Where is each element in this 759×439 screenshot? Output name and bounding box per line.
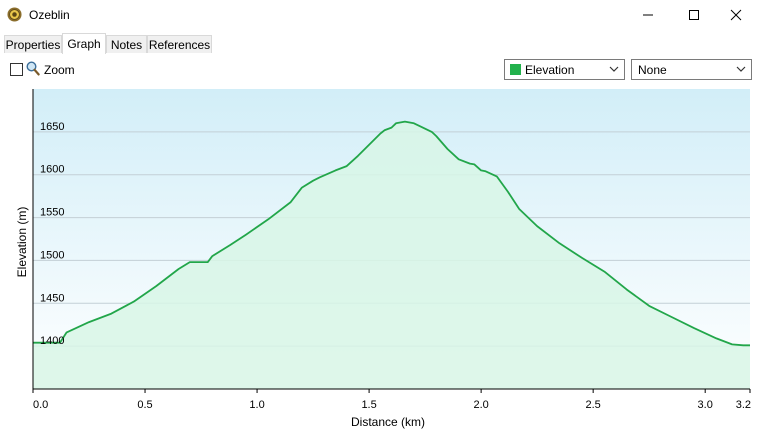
elevation-chart: 1400 1450 1500 1550 1600 1650 0.0 0.5 1.0 1.5 2.0… — [15, 89, 751, 429]
elevation-line — [33, 120, 750, 347]
y-tick-label: 1600 — [40, 164, 64, 176]
tab-graph[interactable]: Graph — [62, 33, 106, 54]
minimize-icon — [643, 14, 653, 16]
tab-strip: Properties Graph Notes References — [0, 33, 759, 55]
x-tick-label: 2.0 — [473, 399, 488, 411]
close-icon — [730, 9, 742, 21]
zoom-checkbox[interactable] — [10, 63, 23, 76]
title-bar: Ozeblin — [0, 0, 759, 30]
y-tick-label: 1550 — [40, 207, 64, 219]
y-tick-label: 1400 — [40, 335, 64, 347]
close-button[interactable] — [713, 0, 759, 30]
y-tick-label: 1500 — [40, 249, 64, 261]
minimize-button[interactable] — [625, 0, 671, 30]
series-select[interactable]: Elevation — [504, 59, 625, 80]
secondary-select-value: None — [638, 63, 667, 77]
tab-references[interactable]: References — [147, 35, 212, 53]
x-tick-label: 1.5 — [361, 399, 376, 411]
x-tick-label: 0.0 — [33, 399, 48, 411]
tab-label: References — [148, 38, 211, 52]
zoom-label: Zoom — [44, 63, 75, 77]
x-axis-label: Distance (km) — [351, 415, 425, 429]
secondary-series-select[interactable]: None — [631, 59, 752, 80]
y-tick-label: 1450 — [40, 292, 64, 304]
x-tick-label: 3.0 — [698, 399, 713, 411]
chevron-down-icon — [736, 66, 746, 72]
x-tick-label: 0.5 — [137, 399, 152, 411]
series-color-swatch — [510, 64, 521, 75]
y-tick-label: 1650 — [40, 121, 64, 133]
tab-notes[interactable]: Notes — [106, 35, 147, 53]
tab-label: Properties — [5, 38, 61, 52]
window-title: Ozeblin — [29, 8, 70, 22]
tab-properties[interactable]: Properties — [4, 35, 62, 53]
y-axis-label: Elevation (m) — [15, 207, 29, 278]
tab-label: Graph — [67, 37, 101, 51]
elevation-area — [33, 121, 750, 389]
tab-label: Notes — [110, 38, 143, 52]
magnifier-icon — [26, 61, 40, 76]
chevron-down-icon — [609, 66, 619, 72]
x-tick-label: 1.0 — [249, 399, 264, 411]
series-select-value: Elevation — [525, 63, 575, 77]
app-icon — [7, 7, 22, 22]
x-tick-label: 2.5 — [586, 399, 601, 411]
maximize-button[interactable] — [671, 0, 717, 30]
x-tick-label: 3.2 — [736, 399, 751, 411]
maximize-icon — [689, 10, 699, 20]
